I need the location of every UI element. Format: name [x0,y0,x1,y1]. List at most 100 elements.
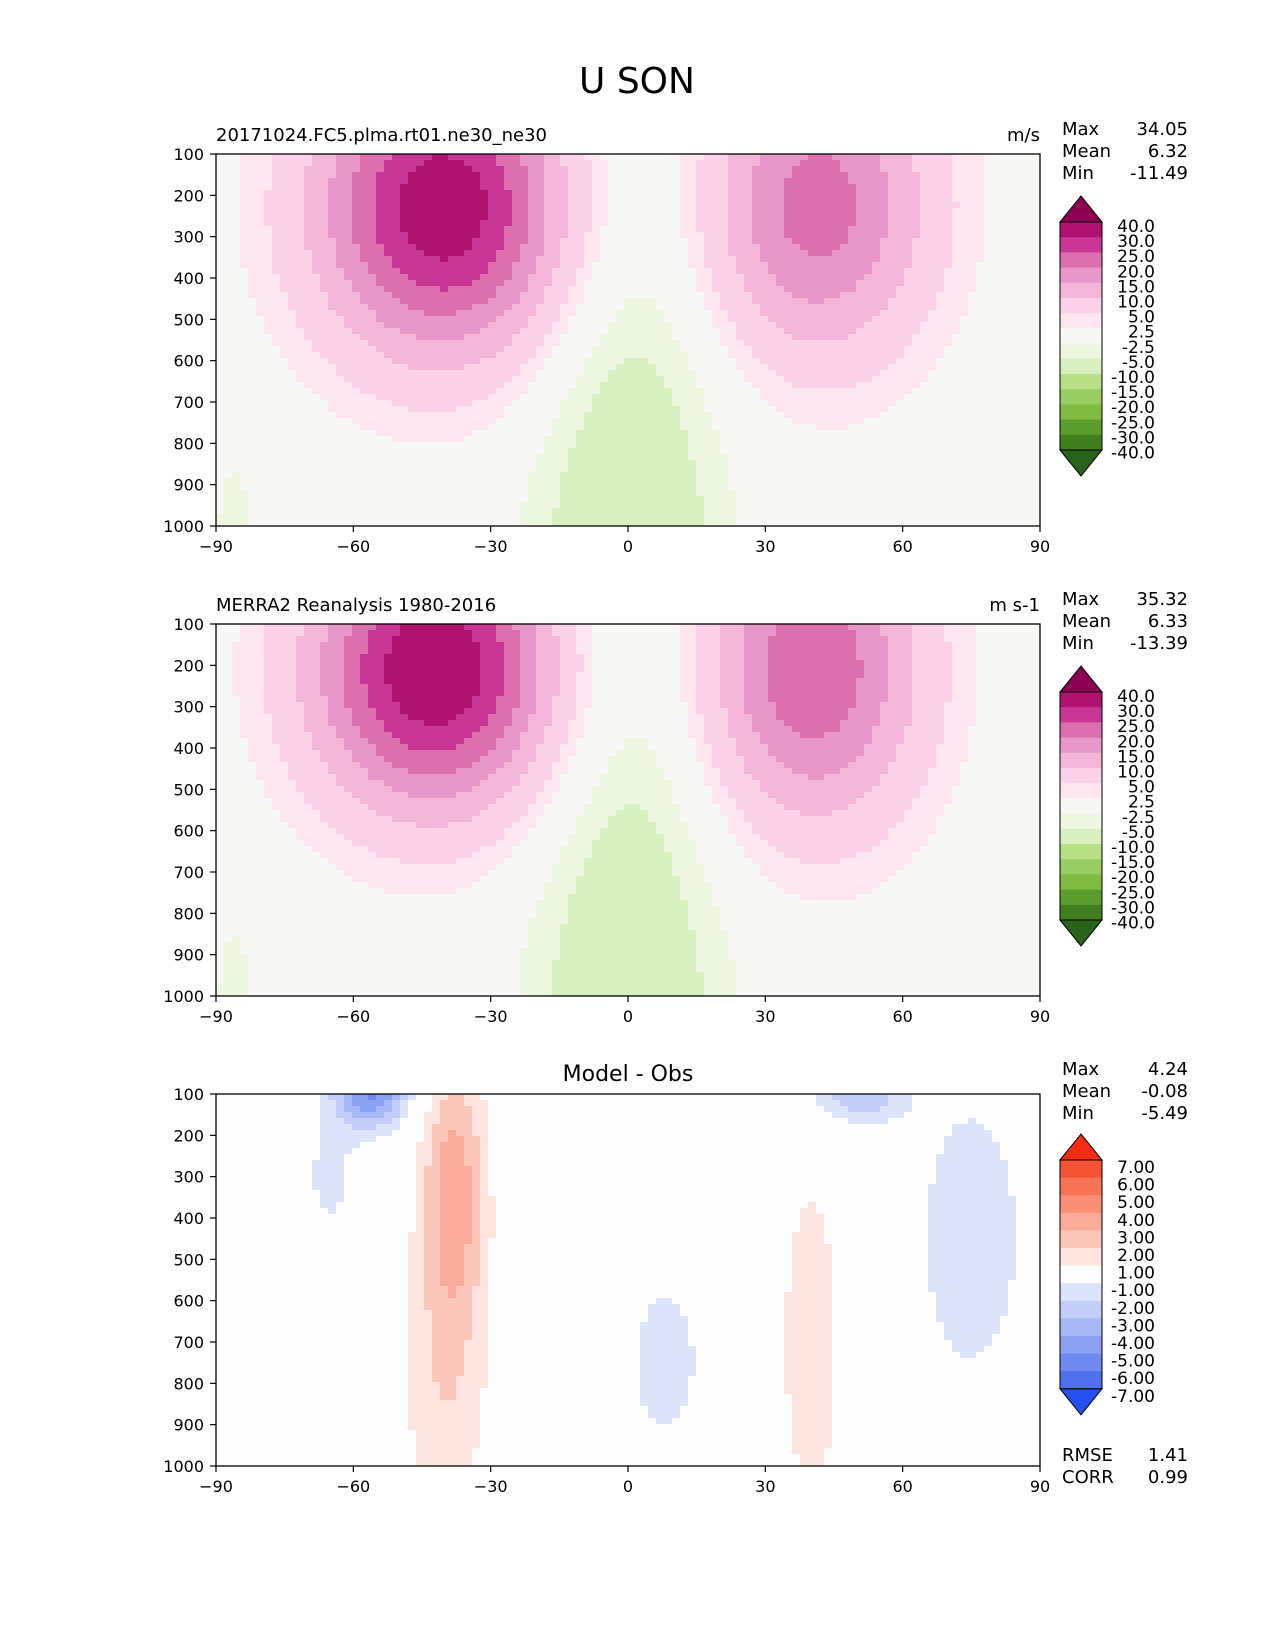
contour-cell [288,208,297,215]
contour-cell [856,226,865,233]
contour-cell [824,202,833,209]
contour-cell [488,442,497,449]
contour-cell [808,388,817,395]
contour-cell [768,208,777,215]
contour-cell [976,274,985,281]
contour-cell [968,280,977,287]
contour-cell [576,328,585,335]
contour-cell [744,184,753,191]
contour-cell [520,196,529,203]
contour-cell [320,340,329,347]
contour-cell [816,232,825,239]
contour-cell [624,226,633,233]
contour-cell [664,280,673,287]
contour-cell [248,406,257,413]
contour-cell [552,280,561,287]
contour-cell [856,418,865,425]
contour-cell [968,292,977,299]
contour-cell [672,292,681,299]
contour-cell [440,292,449,299]
contour-cell [360,310,369,317]
contour-cell [632,232,641,239]
contour-cell [304,304,313,311]
contour-cell [336,406,345,413]
contour-cell [552,430,561,437]
contour-cell [264,184,273,191]
contour-cell [280,334,289,341]
contour-cell [512,184,521,191]
contour-cell [648,214,657,221]
contour-cell [488,310,497,317]
contour-cell [264,196,273,203]
contour-cell [720,376,729,383]
contour-cell [280,214,289,221]
contour-cell [1008,250,1017,257]
contour-cell [552,388,561,395]
contour-cell [520,190,529,197]
contour-cell [944,184,953,191]
contour-cell [360,238,369,245]
contour-cell [432,172,441,179]
contour-cell [640,346,649,353]
contour-cell [504,400,513,407]
contour-cell [912,388,921,395]
contour-cell [536,286,545,293]
contour-cell [648,220,657,227]
contour-cell [448,394,457,401]
contour-cell [504,424,513,431]
contour-cell [456,364,465,371]
contour-cell [224,388,233,395]
contour-cell [488,364,497,371]
contour-cell [768,298,777,305]
contour-cell [744,202,753,209]
contour-cell [280,274,289,281]
contour-cell [728,400,737,407]
contour-cell [808,244,817,251]
contour-cell [944,256,953,263]
contour-cell [408,208,417,215]
contour-cell [392,400,401,407]
contour-cell [592,160,601,167]
contour-cell [368,190,377,197]
contour-cell [544,316,553,323]
contour-cell [880,250,889,257]
contour-cell [784,340,793,347]
contour-cell [272,166,281,173]
contour-cell [920,376,929,383]
contour-cell [360,304,369,311]
contour-cell [704,436,713,443]
contour-cell [848,220,857,227]
contour-cell [1024,298,1033,305]
contour-cell [336,280,345,287]
contour-cell [1024,406,1033,413]
contour-cell [416,220,425,227]
contour-cell [944,424,953,431]
contour-cell [472,406,481,413]
contour-cell [592,244,601,251]
contour-cell [296,286,305,293]
contour-cell [408,274,417,281]
contour-cell [376,430,385,437]
contour-cell [832,160,841,167]
contour-cell [816,298,825,305]
contour-cell [752,178,761,185]
contour-cell [880,430,889,437]
contour-cell [376,322,385,329]
contour-cell [216,232,225,239]
contour-cell [888,214,897,221]
contour-cell [752,424,761,431]
contour-cell [216,172,225,179]
contour-cell [832,274,841,281]
contour-cell [624,340,633,347]
contour-cell [616,196,625,203]
contour-cell [768,214,777,221]
contour-cell [440,250,449,257]
contour-cell [608,328,617,335]
contour-cell [472,160,481,167]
contour-cell [216,382,225,389]
contour-cell [808,286,817,293]
contour-cell [296,256,305,263]
contour-cell [512,160,521,167]
contour-cell [336,250,345,257]
contour-cell [648,394,657,401]
